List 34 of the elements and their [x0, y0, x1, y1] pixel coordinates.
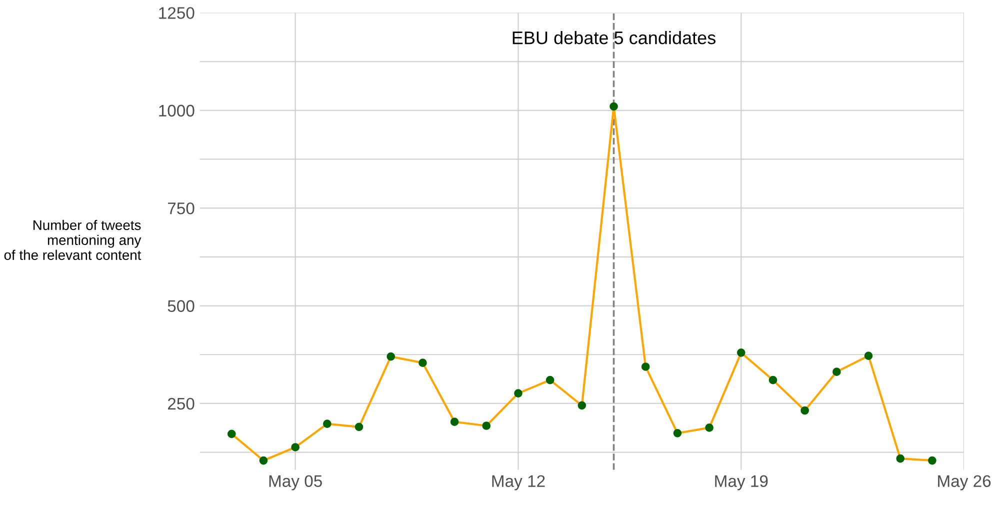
- x-tick-label: May 05: [269, 475, 322, 490]
- point: [832, 368, 841, 376]
- point: [323, 420, 332, 428]
- point: [578, 401, 586, 410]
- point: [546, 376, 554, 384]
- x-tick-label: May 19: [715, 475, 768, 490]
- point: [641, 362, 650, 371]
- point: [768, 376, 778, 384]
- point: [482, 422, 491, 430]
- point: [291, 443, 300, 452]
- point: [896, 454, 905, 463]
- ref-line-label: EBU debate 5 candidates: [512, 30, 716, 44]
- point: [673, 429, 682, 438]
- point: [386, 352, 396, 361]
- point: [354, 422, 364, 432]
- point: [227, 430, 236, 438]
- point: [864, 352, 873, 360]
- point: [736, 348, 746, 357]
- point: [418, 358, 427, 367]
- point: [705, 424, 714, 432]
- y-tick-label: 1250: [159, 7, 194, 19]
- y-tick-label: 250: [168, 398, 194, 410]
- point: [259, 456, 268, 465]
- y-tick-label: 750: [168, 202, 194, 214]
- point: [514, 389, 522, 398]
- x-tick-label: May 12: [492, 475, 545, 490]
- x-tick-label: May 26: [938, 475, 991, 490]
- point: [610, 102, 618, 111]
- y-tick-label: 500: [168, 300, 194, 312]
- point: [800, 406, 809, 415]
- y-tick-label: 1000: [159, 104, 194, 117]
- point: [450, 418, 459, 426]
- point: [928, 456, 936, 465]
- y-axis-title: Number of tweets mentioning any of the relevant content: [4, 220, 142, 260]
